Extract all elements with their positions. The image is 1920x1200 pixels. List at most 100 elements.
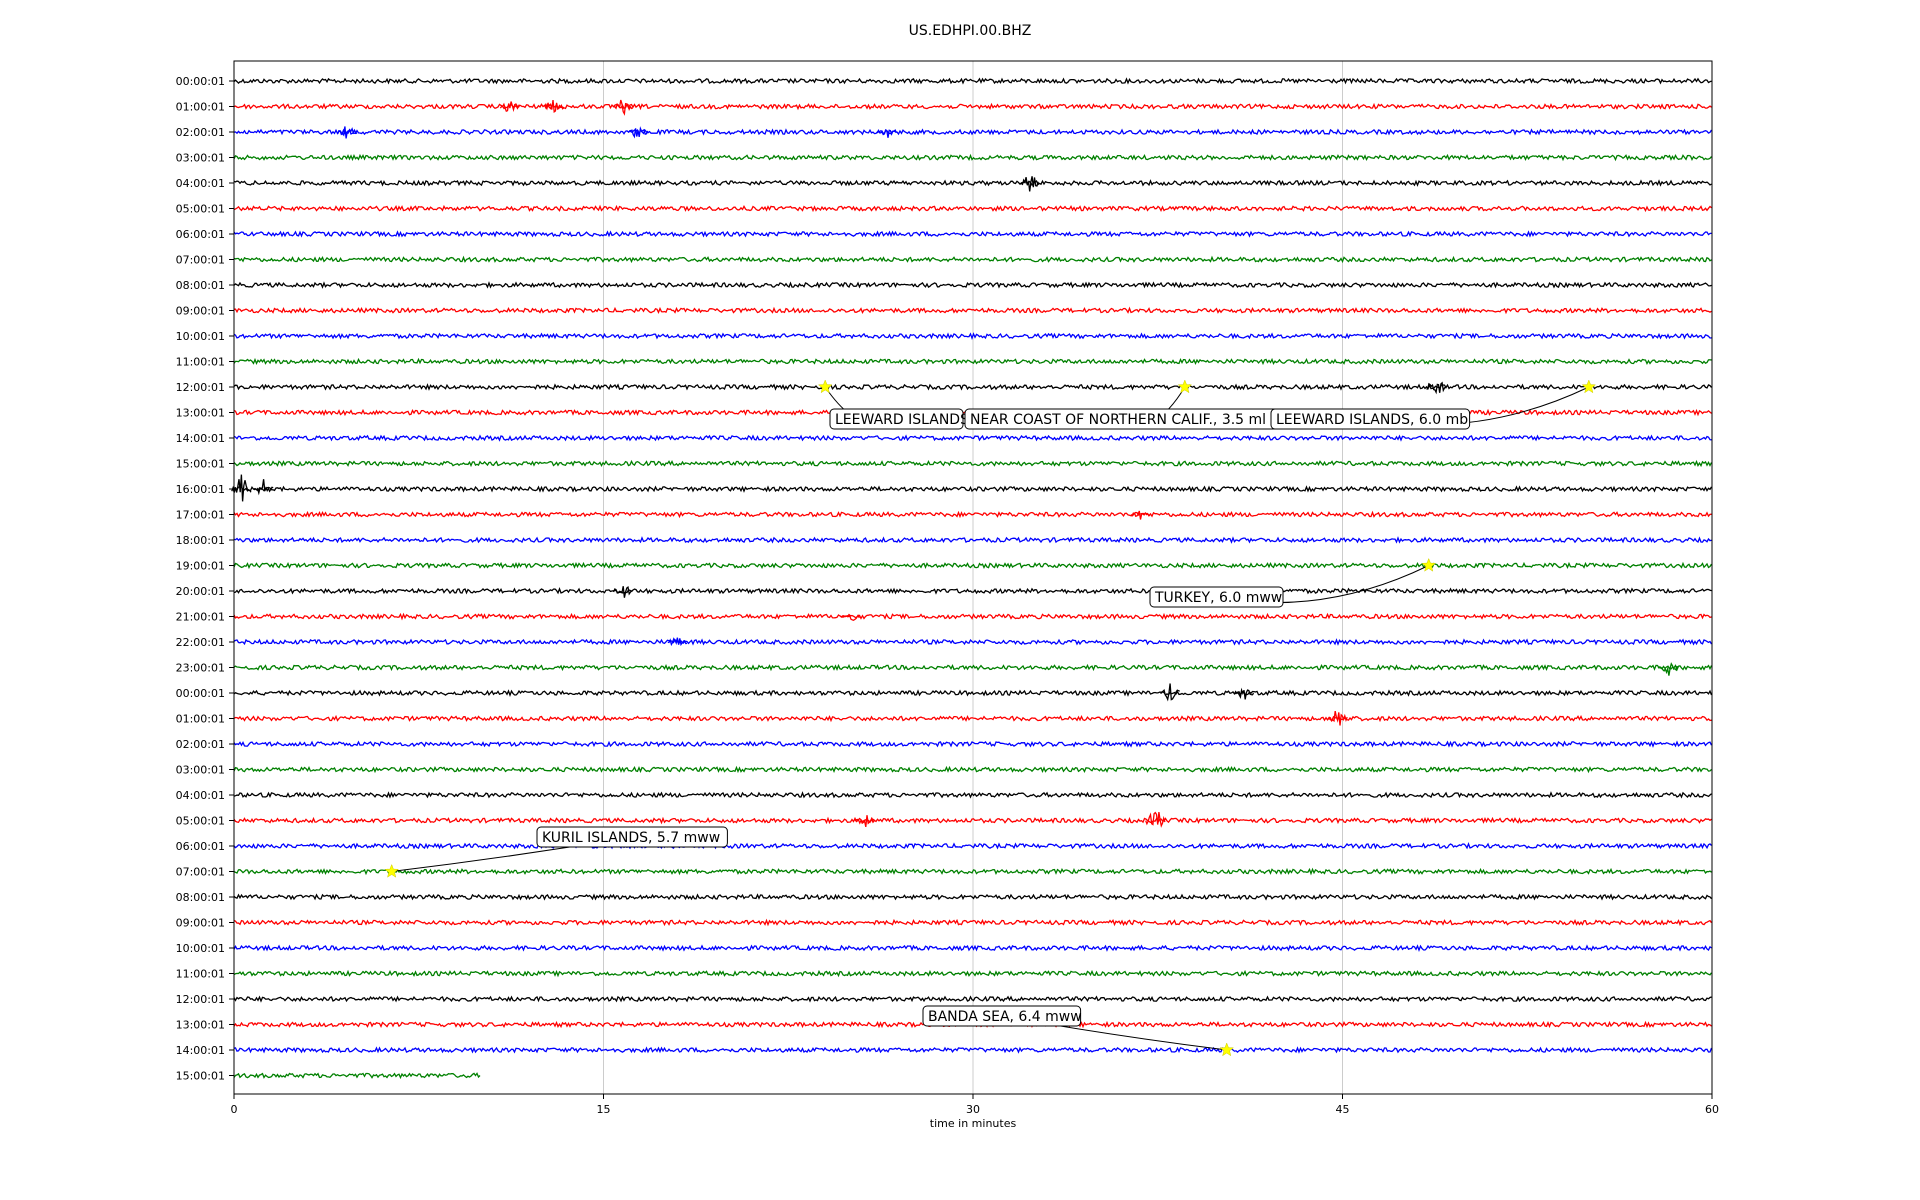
trace-row xyxy=(233,536,1712,544)
trace-row xyxy=(233,638,1713,646)
y-tick-label: 08:00:01 xyxy=(176,279,225,292)
trace-row xyxy=(233,179,1712,187)
trace-row xyxy=(233,434,1712,442)
trace-burst xyxy=(1233,687,1255,700)
trace-row xyxy=(233,153,1712,162)
trace-burst xyxy=(612,585,633,598)
trace-row xyxy=(233,230,1712,238)
event-annotation: NEAR COAST OF NORTHERN CALIF., 3.5 ml xyxy=(964,379,1279,430)
trace-row xyxy=(233,714,1712,723)
annotation-label: NEAR COAST OF NORTHERN CALIF., 3.5 ml xyxy=(970,412,1266,428)
y-tick-label: 01:00:01 xyxy=(176,101,225,114)
event-star-marker xyxy=(384,863,399,878)
trace-burst xyxy=(1327,710,1348,726)
y-tick-label: 13:00:01 xyxy=(176,407,225,420)
x-tick-label: 15 xyxy=(597,1103,611,1116)
y-tick-label: 02:00:01 xyxy=(176,126,225,139)
event-annotation: BANDA SEA, 6.4 mww xyxy=(922,1005,1235,1057)
trace-burst xyxy=(499,101,520,113)
trace-row xyxy=(233,255,1712,264)
y-tick-label: 06:00:01 xyxy=(176,228,225,241)
event-star-marker xyxy=(1581,379,1597,394)
trace-row xyxy=(233,765,1712,774)
trace-row xyxy=(233,944,1712,952)
y-tick-label: 03:00:01 xyxy=(176,152,225,165)
trace-row xyxy=(233,1072,481,1080)
trace-row xyxy=(233,816,1712,825)
y-tick-label: 15:00:01 xyxy=(176,458,225,471)
trace-row xyxy=(233,587,1712,595)
trace-row xyxy=(233,459,1713,468)
y-tick-label: 02:00:01 xyxy=(176,738,225,751)
trace-row xyxy=(233,102,1712,111)
seismic-traces xyxy=(231,77,1713,1080)
trace-burst xyxy=(1130,510,1151,520)
event-annotation: LEEWARD ISLANDS, 6.0 mb xyxy=(1270,379,1597,430)
x-tick-label: 45 xyxy=(1336,1103,1350,1116)
annotation-box xyxy=(829,408,964,430)
trace-burst xyxy=(253,479,274,496)
y-tick-label: 00:00:01 xyxy=(176,75,225,88)
y-tick-label: 17:00:01 xyxy=(176,509,225,522)
y-tick-label: 19:00:01 xyxy=(176,560,225,573)
y-tick-label: 18:00:01 xyxy=(176,534,225,547)
trace-burst xyxy=(876,128,897,138)
trace-row xyxy=(233,893,1712,901)
annotation-box xyxy=(1270,408,1471,430)
y-tick-label: 11:00:01 xyxy=(176,356,225,369)
grid-lines xyxy=(603,61,1343,1094)
event-annotations: LEEWARD ISLANDS NEAR COAST OF NORTHERN CA… xyxy=(384,379,1597,1057)
annotation-box xyxy=(1149,586,1284,608)
trace-row xyxy=(233,969,1713,978)
trace-row xyxy=(233,791,1712,799)
y-axis-labels: 00:00:01 01:00:01 02:00:01 03:00:01 04:00:01… xyxy=(176,75,234,1083)
event-annotation: LEEWARD ISLANDS xyxy=(817,379,969,430)
annotation-label: BANDA SEA, 6.4 mww xyxy=(928,1009,1082,1025)
chart-title: US.EDHPI.00.BHZ xyxy=(909,23,1032,39)
y-tick-label: 05:00:01 xyxy=(176,815,225,828)
trace-row xyxy=(233,740,1713,748)
trace-burst xyxy=(1145,811,1166,828)
trace-row xyxy=(233,1046,1713,1054)
trace-burst xyxy=(627,126,649,139)
trace-row xyxy=(233,842,1712,850)
y-tick-label: 09:00:01 xyxy=(176,917,225,930)
y-tick-label: 00:00:01 xyxy=(176,687,225,700)
x-tick-label: 0 xyxy=(231,1103,238,1116)
event-annotation: KURIL ISLANDS, 5.7 mww xyxy=(384,826,728,878)
y-tick-label: 07:00:01 xyxy=(176,866,225,879)
x-axis-label: time in minutes xyxy=(930,1117,1017,1130)
annotation-label: KURIL ISLANDS, 5.7 mww xyxy=(542,830,720,846)
y-tick-label: 04:00:01 xyxy=(176,789,225,802)
event-star-marker xyxy=(817,379,833,394)
y-tick-label: 20:00:01 xyxy=(176,585,225,598)
y-tick-label: 22:00:01 xyxy=(176,636,225,649)
y-tick-label: 21:00:01 xyxy=(176,611,225,624)
trace-burst xyxy=(1657,662,1678,676)
y-tick-label: 23:00:01 xyxy=(176,662,225,675)
y-tick-label: 08:00:01 xyxy=(176,891,225,904)
trace-row xyxy=(233,485,1713,493)
trace-burst xyxy=(1019,176,1040,192)
trace-burst xyxy=(667,637,688,647)
event-star-marker xyxy=(1177,379,1193,394)
trace-row xyxy=(234,306,1712,315)
annotation-label: LEEWARD ISLANDS, 6.0 mb xyxy=(1276,412,1468,428)
trace-burst xyxy=(1160,683,1180,702)
trace-burst xyxy=(337,126,358,139)
y-tick-label: 11:00:01 xyxy=(176,968,225,981)
x-tick-label: 30 xyxy=(966,1103,980,1116)
trace-row xyxy=(233,357,1712,366)
trace-row xyxy=(233,867,1712,876)
y-tick-label: 04:00:01 xyxy=(176,177,225,190)
annotation-label: LEEWARD ISLANDS xyxy=(835,412,969,428)
trace-row xyxy=(233,332,1712,341)
trace-row xyxy=(233,204,1712,213)
y-tick-label: 14:00:01 xyxy=(176,1044,225,1057)
x-tick-label: 60 xyxy=(1705,1103,1719,1116)
trace-burst xyxy=(231,474,252,502)
y-tick-label: 03:00:01 xyxy=(176,764,225,777)
trace-row xyxy=(233,663,1713,672)
y-tick-label: 12:00:01 xyxy=(176,381,225,394)
